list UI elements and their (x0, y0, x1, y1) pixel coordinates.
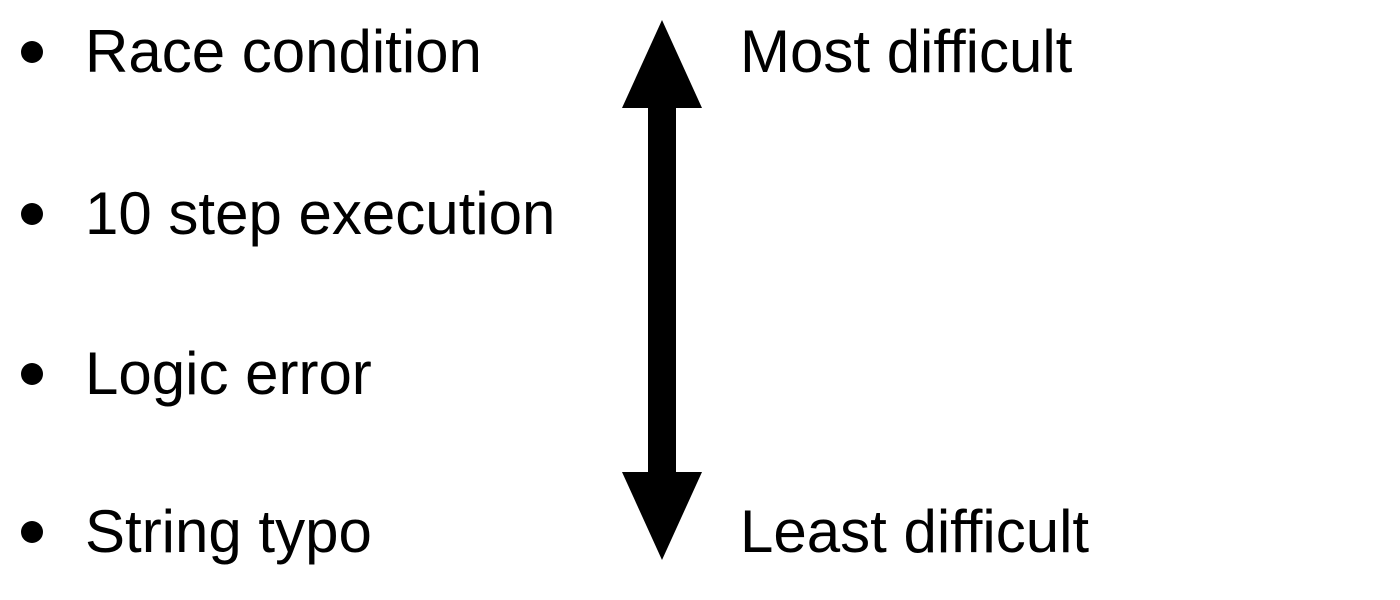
list-item-label: Logic error (85, 340, 372, 407)
arrow-shaft (648, 106, 676, 476)
least-difficult-label: Least difficult (740, 498, 1090, 565)
arrow-head-down (622, 472, 702, 560)
bug-type-list: Race condition 10 step execution Logic e… (0, 0, 620, 600)
bullet-icon (21, 521, 43, 543)
list-item-label: 10 step execution (85, 180, 556, 247)
list-item: 10 step execution (0, 174, 620, 254)
list-item: String typo (0, 492, 620, 572)
list-item: Race condition (0, 12, 620, 92)
list-item-label: Race condition (85, 18, 482, 85)
list-item-label: String typo (85, 498, 372, 565)
arrow-head-up (622, 20, 702, 108)
list-item: Logic error (0, 334, 620, 414)
bullet-icon (21, 363, 43, 385)
bullet-icon (21, 41, 43, 63)
most-difficult-label: Most difficult (740, 18, 1073, 85)
bullet-icon (21, 203, 43, 225)
double-arrow-icon (622, 20, 702, 560)
